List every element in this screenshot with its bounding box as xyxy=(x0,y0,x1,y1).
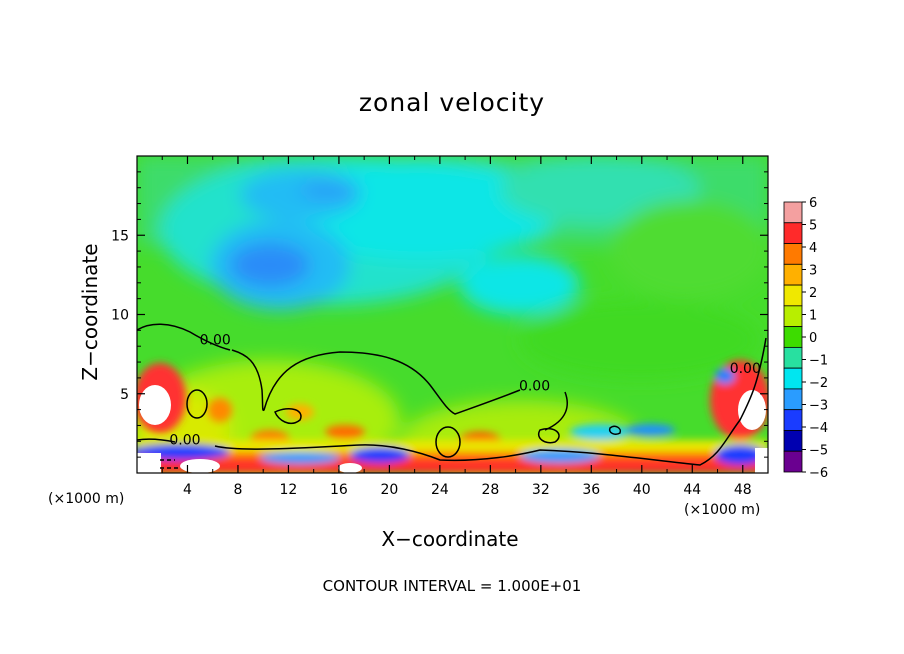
x-tick-label: 44 xyxy=(683,482,701,498)
contour-line xyxy=(160,459,180,469)
contour-label: 0.00 xyxy=(519,379,550,395)
colorbar-label: −4 xyxy=(809,421,828,436)
colorbar-segment xyxy=(783,201,803,224)
colorbar-segment xyxy=(783,222,803,244)
y-tick-label: 10 xyxy=(111,308,129,324)
colorbar-segment xyxy=(783,450,803,473)
colorbar-segment xyxy=(783,388,803,411)
x-tick-label: 12 xyxy=(280,482,298,498)
colorbar-segment xyxy=(783,243,803,265)
contour-line xyxy=(137,323,231,351)
y-tick-label: 5 xyxy=(120,387,129,403)
contour-interval-footer: CONTOUR INTERVAL = 1.000E+01 xyxy=(322,577,582,595)
heatmap-field xyxy=(137,156,768,473)
colorbar: 6 5 4 3 2 1 0 −1 −2 −3 −4 −5 −6 xyxy=(783,196,828,481)
x-tick-label: 32 xyxy=(532,482,550,498)
zero-contours xyxy=(137,323,767,469)
colorbar-segment xyxy=(783,284,803,307)
y-axis-label: Z−coordinate xyxy=(78,243,102,381)
x-tick-label: 40 xyxy=(633,482,651,498)
x-tick-label: 20 xyxy=(380,482,398,498)
contour-line xyxy=(544,391,568,431)
colorbar-label: 1 xyxy=(809,309,817,324)
colorbar-segment xyxy=(783,430,803,452)
contour-label: 0.00 xyxy=(169,432,200,448)
contour-line xyxy=(137,438,176,443)
contour-labels: 0.00 0.00 0.00 0.00 xyxy=(169,333,760,449)
x-tick-label: 16 xyxy=(330,482,348,498)
contour-line xyxy=(186,389,208,419)
colorbar-segment xyxy=(783,263,803,286)
x-tick-label: 4 xyxy=(183,482,192,498)
x-tick-label: 24 xyxy=(431,482,449,498)
y-tick-label: 15 xyxy=(111,228,129,244)
x-unit-left: (×1000 m) xyxy=(48,491,125,507)
x-tick-label: 36 xyxy=(582,482,600,498)
y-axis: 5 10 15 xyxy=(111,171,768,458)
colorbar-segment xyxy=(783,346,803,369)
colorbar-label: 5 xyxy=(809,219,817,234)
contour-line xyxy=(538,428,560,444)
contour-label: 0.00 xyxy=(730,361,761,377)
saturated-region-right xyxy=(738,390,766,430)
colorbar-segment xyxy=(783,326,803,348)
contour-line xyxy=(231,349,521,415)
contour-line xyxy=(608,425,622,435)
colorbar-label: 3 xyxy=(809,264,817,279)
colorbar-label: 6 xyxy=(809,196,817,211)
chart-title: zonal velocity xyxy=(358,88,546,117)
x-axis-label: X−coordinate xyxy=(381,527,519,551)
colorbar-label: 2 xyxy=(809,286,817,301)
x-tick-label: 28 xyxy=(481,482,499,498)
x-tick-label: 48 xyxy=(734,482,752,498)
x-unit-right: (×1000 m) xyxy=(684,502,761,518)
colorbar-segment xyxy=(783,367,803,390)
colorbar-segment xyxy=(783,409,803,431)
saturated-region-left xyxy=(139,385,171,425)
colorbar-label: 4 xyxy=(809,241,817,256)
contour-label: 0.00 xyxy=(200,333,231,349)
x-tick-label: 8 xyxy=(233,482,242,498)
colorbar-label: −1 xyxy=(809,354,828,369)
colorbar-label: −6 xyxy=(809,466,828,481)
contour-line xyxy=(435,426,461,458)
colorbar-label: −2 xyxy=(809,376,828,391)
colorbar-label: 0 xyxy=(809,331,817,346)
contour-line xyxy=(214,337,767,466)
colorbar-label: −5 xyxy=(809,444,828,459)
x-axis: 4 8 12 16 20 24 28 32 36 40 44 48 xyxy=(161,156,752,498)
colorbar-segment xyxy=(783,305,803,328)
colorbar-label: −3 xyxy=(809,399,828,414)
contour-line xyxy=(274,408,302,424)
